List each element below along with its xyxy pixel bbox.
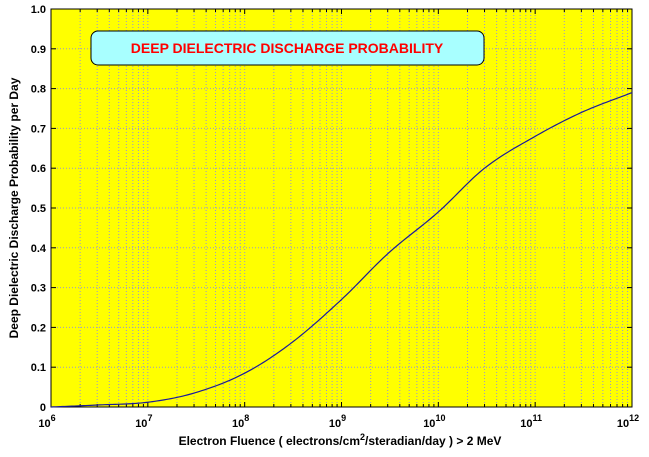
y-tick-label: 0.9 [31,44,46,56]
x-tick-label: 109 [329,413,346,430]
y-tick-label: 0.6 [31,163,46,175]
plot-border [50,8,633,408]
y-tick-label: 0.1 [31,362,46,374]
y-tick-labels: 0 0.1 0.2 0.3 0.4 0.5 0.6 0.7 0.8 0.9 1.0 [31,4,47,414]
x-tick-label: 1010 [423,413,445,430]
series-line [50,92,633,408]
title-background [90,30,485,66]
x-tick-label: 1012 [617,413,639,430]
y-tick-label: 0.7 [31,123,46,135]
y-tick-label: 0.5 [31,203,46,215]
y-tick-label: 0.8 [31,84,46,96]
y-tick-label: 0.3 [31,283,46,295]
x-tick-labels: 106 107 108 109 1010 1011 1012 [38,413,639,430]
y-tick-label: 0 [40,402,46,414]
x-tick-label: 108 [232,413,249,430]
y-tick-label: 0.2 [31,322,46,334]
x-tick-label: 106 [38,413,55,430]
y-tick-label: 1.0 [31,4,46,16]
x-tick-label: 107 [135,413,152,430]
y-tick-label: 0.4 [31,243,47,255]
x-axis-label: Electron Fluence ( electrons/cm2/steradi… [179,432,502,448]
chart-title-box: DEEP DIELECTRIC DISCHARGE PROBABILITY [90,30,485,66]
x-tick-label: 1011 [520,413,542,430]
grid-lines [51,9,632,407]
chart-title: DEEP DIELECTRIC DISCHARGE PROBABILITY [131,40,444,56]
y-axis-label: Deep Dielectric Discharge Probability pe… [7,77,21,338]
